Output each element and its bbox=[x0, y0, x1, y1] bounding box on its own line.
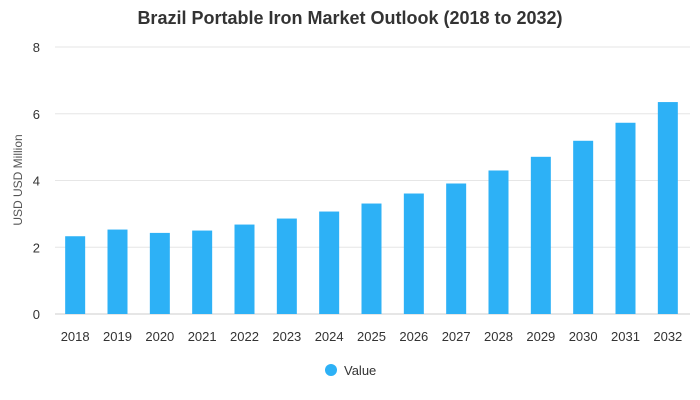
y-tick-label: 0 bbox=[33, 307, 40, 322]
bar-2032[interactable] bbox=[657, 102, 678, 314]
x-tick-label: 2028 bbox=[484, 329, 513, 344]
bar-2022[interactable] bbox=[234, 224, 255, 314]
y-tick-label: 8 bbox=[33, 40, 40, 55]
bar-2030[interactable] bbox=[573, 140, 594, 314]
legend-label-value[interactable]: Value bbox=[344, 363, 376, 378]
x-tick-label: 2027 bbox=[442, 329, 471, 344]
y-tick-label: 6 bbox=[33, 107, 40, 122]
y-axis-ticks: 0 2 4 6 8 bbox=[33, 40, 40, 322]
x-tick-label: 2018 bbox=[61, 329, 90, 344]
legend-marker-value[interactable] bbox=[325, 364, 337, 376]
bar-2021[interactable] bbox=[192, 230, 213, 314]
chart-title: Brazil Portable Iron Market Outlook (201… bbox=[137, 8, 562, 28]
x-tick-label: 2025 bbox=[357, 329, 386, 344]
y-tick-label: 2 bbox=[33, 240, 40, 255]
bar-2024[interactable] bbox=[319, 211, 340, 314]
bar-2028[interactable] bbox=[488, 170, 509, 314]
x-tick-label: 2020 bbox=[145, 329, 174, 344]
x-tick-label: 2031 bbox=[611, 329, 640, 344]
x-tick-label: 2029 bbox=[526, 329, 555, 344]
x-axis-ticks: 2018 2019 2020 2021 2022 2023 2024 2025 2026 2027… bbox=[61, 329, 683, 344]
bar-2031[interactable] bbox=[615, 122, 636, 314]
x-tick-label: 2024 bbox=[315, 329, 344, 344]
y-tick-label: 4 bbox=[33, 174, 40, 189]
x-tick-label: 2030 bbox=[569, 329, 598, 344]
bar-2020[interactable] bbox=[149, 232, 170, 314]
x-tick-label: 2021 bbox=[188, 329, 217, 344]
bar-2025[interactable] bbox=[361, 203, 382, 314]
bar-2027[interactable] bbox=[446, 183, 467, 314]
x-tick-label: 2032 bbox=[653, 329, 682, 344]
bar-2023[interactable] bbox=[276, 218, 297, 314]
bar-2026[interactable] bbox=[403, 193, 424, 314]
bar-2019[interactable] bbox=[107, 229, 128, 314]
legend[interactable]: Value bbox=[325, 363, 376, 378]
x-tick-label: 2026 bbox=[399, 329, 428, 344]
y-axis-label: USD USD Million bbox=[11, 134, 25, 225]
x-tick-label: 2023 bbox=[272, 329, 301, 344]
x-tick-label: 2022 bbox=[230, 329, 259, 344]
bar-series bbox=[65, 102, 678, 314]
bar-2018[interactable] bbox=[65, 236, 86, 314]
bar-2029[interactable] bbox=[530, 156, 551, 314]
x-tick-label: 2019 bbox=[103, 329, 132, 344]
